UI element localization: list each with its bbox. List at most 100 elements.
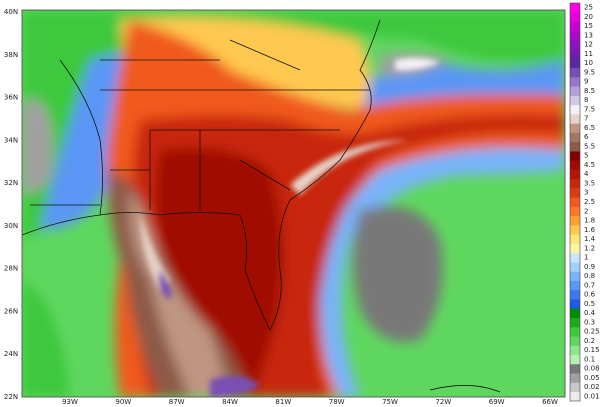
colorbar-label: 12 bbox=[584, 41, 593, 49]
colorbar-label: 2 bbox=[584, 207, 588, 215]
colorbar-swatch bbox=[570, 49, 580, 59]
colorbar-swatch bbox=[570, 141, 580, 152]
colorbar-label: 6.5 bbox=[584, 124, 595, 132]
colorbar-swatch bbox=[570, 3, 580, 13]
colorbar-swatch bbox=[570, 363, 580, 374]
colorbar-swatch bbox=[570, 160, 580, 170]
colorbar-label: 5.5 bbox=[584, 142, 595, 150]
colorbar-swatch bbox=[570, 104, 580, 115]
lat-label: 32N bbox=[4, 179, 18, 187]
colorbar-label: 0.15 bbox=[584, 346, 600, 354]
colorbar-label: 2.5 bbox=[584, 198, 595, 206]
colorbar-label: 10 bbox=[584, 59, 593, 67]
colorbar-swatch bbox=[570, 132, 580, 143]
lat-label: 28N bbox=[4, 265, 18, 273]
colorbar-swatch bbox=[570, 30, 580, 41]
lon-label: 81W bbox=[275, 398, 291, 406]
colorbar-swatch bbox=[570, 123, 580, 133]
colorbar-swatch bbox=[570, 178, 580, 189]
colorbar-label: 3 bbox=[584, 189, 588, 197]
colorbar-swatch bbox=[570, 86, 580, 96]
colorbar-swatch bbox=[570, 215, 580, 226]
colorbar-swatch bbox=[570, 243, 580, 254]
colorbar-swatch bbox=[570, 391, 580, 402]
lon-label: 69W bbox=[489, 398, 505, 406]
colorbar-label: 0.01 bbox=[584, 392, 600, 400]
colorbar-label: 0.8 bbox=[584, 272, 595, 280]
colorbar-label: 0.1 bbox=[584, 355, 595, 363]
colorbar-swatch bbox=[570, 188, 580, 198]
colorbar-swatch bbox=[570, 308, 580, 318]
colorbar-swatch bbox=[570, 345, 580, 356]
lat-label: 22N bbox=[4, 393, 18, 401]
colorbar-label: 6 bbox=[584, 133, 589, 141]
colorbar-label: 25 bbox=[584, 4, 593, 12]
colorbar-swatch bbox=[570, 382, 580, 393]
lon-label: 84W bbox=[222, 398, 238, 406]
colorbar-swatch bbox=[570, 354, 580, 365]
colorbar-label: 0.3 bbox=[584, 318, 595, 326]
colorbar-label: 0.4 bbox=[584, 309, 596, 317]
colorbar-label: 8 bbox=[584, 96, 588, 104]
lat-label: 36N bbox=[4, 94, 18, 102]
colorbar-label: 1 bbox=[584, 254, 588, 262]
colorbar-label: 0.05 bbox=[584, 374, 600, 382]
colorbar-frame bbox=[569, 2, 581, 402]
colorbar-label: 0.2 bbox=[584, 337, 595, 345]
colorbar-label: 13 bbox=[584, 31, 593, 39]
colorbar-label: 9 bbox=[584, 78, 588, 86]
colorbar-swatch bbox=[570, 373, 580, 383]
colorbar-swatch bbox=[570, 95, 580, 106]
colorbar-label: 15 bbox=[584, 22, 593, 30]
colorbar-swatch bbox=[570, 169, 580, 180]
colorbar-label: 9.5 bbox=[584, 68, 595, 76]
colorbar-label: 1.4 bbox=[584, 235, 596, 243]
colorbar-swatch bbox=[570, 206, 580, 217]
lon-label: 90W bbox=[115, 398, 131, 406]
lon-label: 72W bbox=[435, 398, 451, 406]
lon-label: 87W bbox=[169, 398, 185, 406]
colorbar-label: 0.25 bbox=[584, 328, 600, 336]
colorbar-swatch bbox=[570, 58, 580, 69]
colorbar-swatch bbox=[570, 299, 580, 309]
colorbar-label: 0.7 bbox=[584, 281, 595, 289]
lon-label: 78W bbox=[329, 398, 345, 406]
colorbar-label: 5 bbox=[584, 152, 588, 160]
colorbar-swatch bbox=[570, 234, 580, 244]
map-field bbox=[22, 10, 565, 397]
colorbar-label: 3.5 bbox=[584, 179, 595, 187]
colorbar-swatch bbox=[570, 262, 580, 272]
colorbar-swatch bbox=[570, 280, 580, 291]
colorbar-label: 0.02 bbox=[584, 383, 600, 391]
lat-label: 24N bbox=[4, 350, 18, 358]
map-frame bbox=[21, 9, 566, 398]
lat-label: 38N bbox=[4, 51, 18, 59]
colorbar-label: 0.5 bbox=[584, 300, 595, 308]
colorbar-label: 0.6 bbox=[584, 291, 596, 299]
colorbar-swatch bbox=[570, 271, 580, 281]
colorbar-swatch bbox=[570, 114, 580, 124]
colorbar-swatch bbox=[570, 336, 580, 346]
colorbar-swatch bbox=[570, 252, 580, 263]
colorbar-label: 0.08 bbox=[584, 365, 600, 373]
colorbar-swatch bbox=[570, 326, 580, 337]
lon-label: 75W bbox=[382, 398, 398, 406]
colorbar-label: 8.5 bbox=[584, 87, 595, 95]
colorbar-swatch bbox=[570, 225, 580, 235]
colorbar-swatch bbox=[570, 40, 580, 50]
colorbar-label: 7.5 bbox=[584, 105, 595, 113]
colorbar-swatch bbox=[570, 197, 580, 207]
colorbar-label: 20 bbox=[584, 13, 593, 21]
colorbar-swatch bbox=[570, 21, 580, 32]
lon-label: 66W bbox=[542, 398, 558, 406]
colorbar-label: 11 bbox=[584, 50, 593, 58]
colorbar-swatch bbox=[570, 12, 580, 22]
lat-label: 30N bbox=[4, 222, 18, 230]
colorbar-swatch bbox=[570, 289, 580, 300]
lat-label: 40N bbox=[4, 8, 18, 16]
colorbar-label: 1.2 bbox=[584, 244, 595, 252]
colorbar-swatch bbox=[570, 317, 580, 328]
colorbar-swatch bbox=[570, 67, 580, 78]
